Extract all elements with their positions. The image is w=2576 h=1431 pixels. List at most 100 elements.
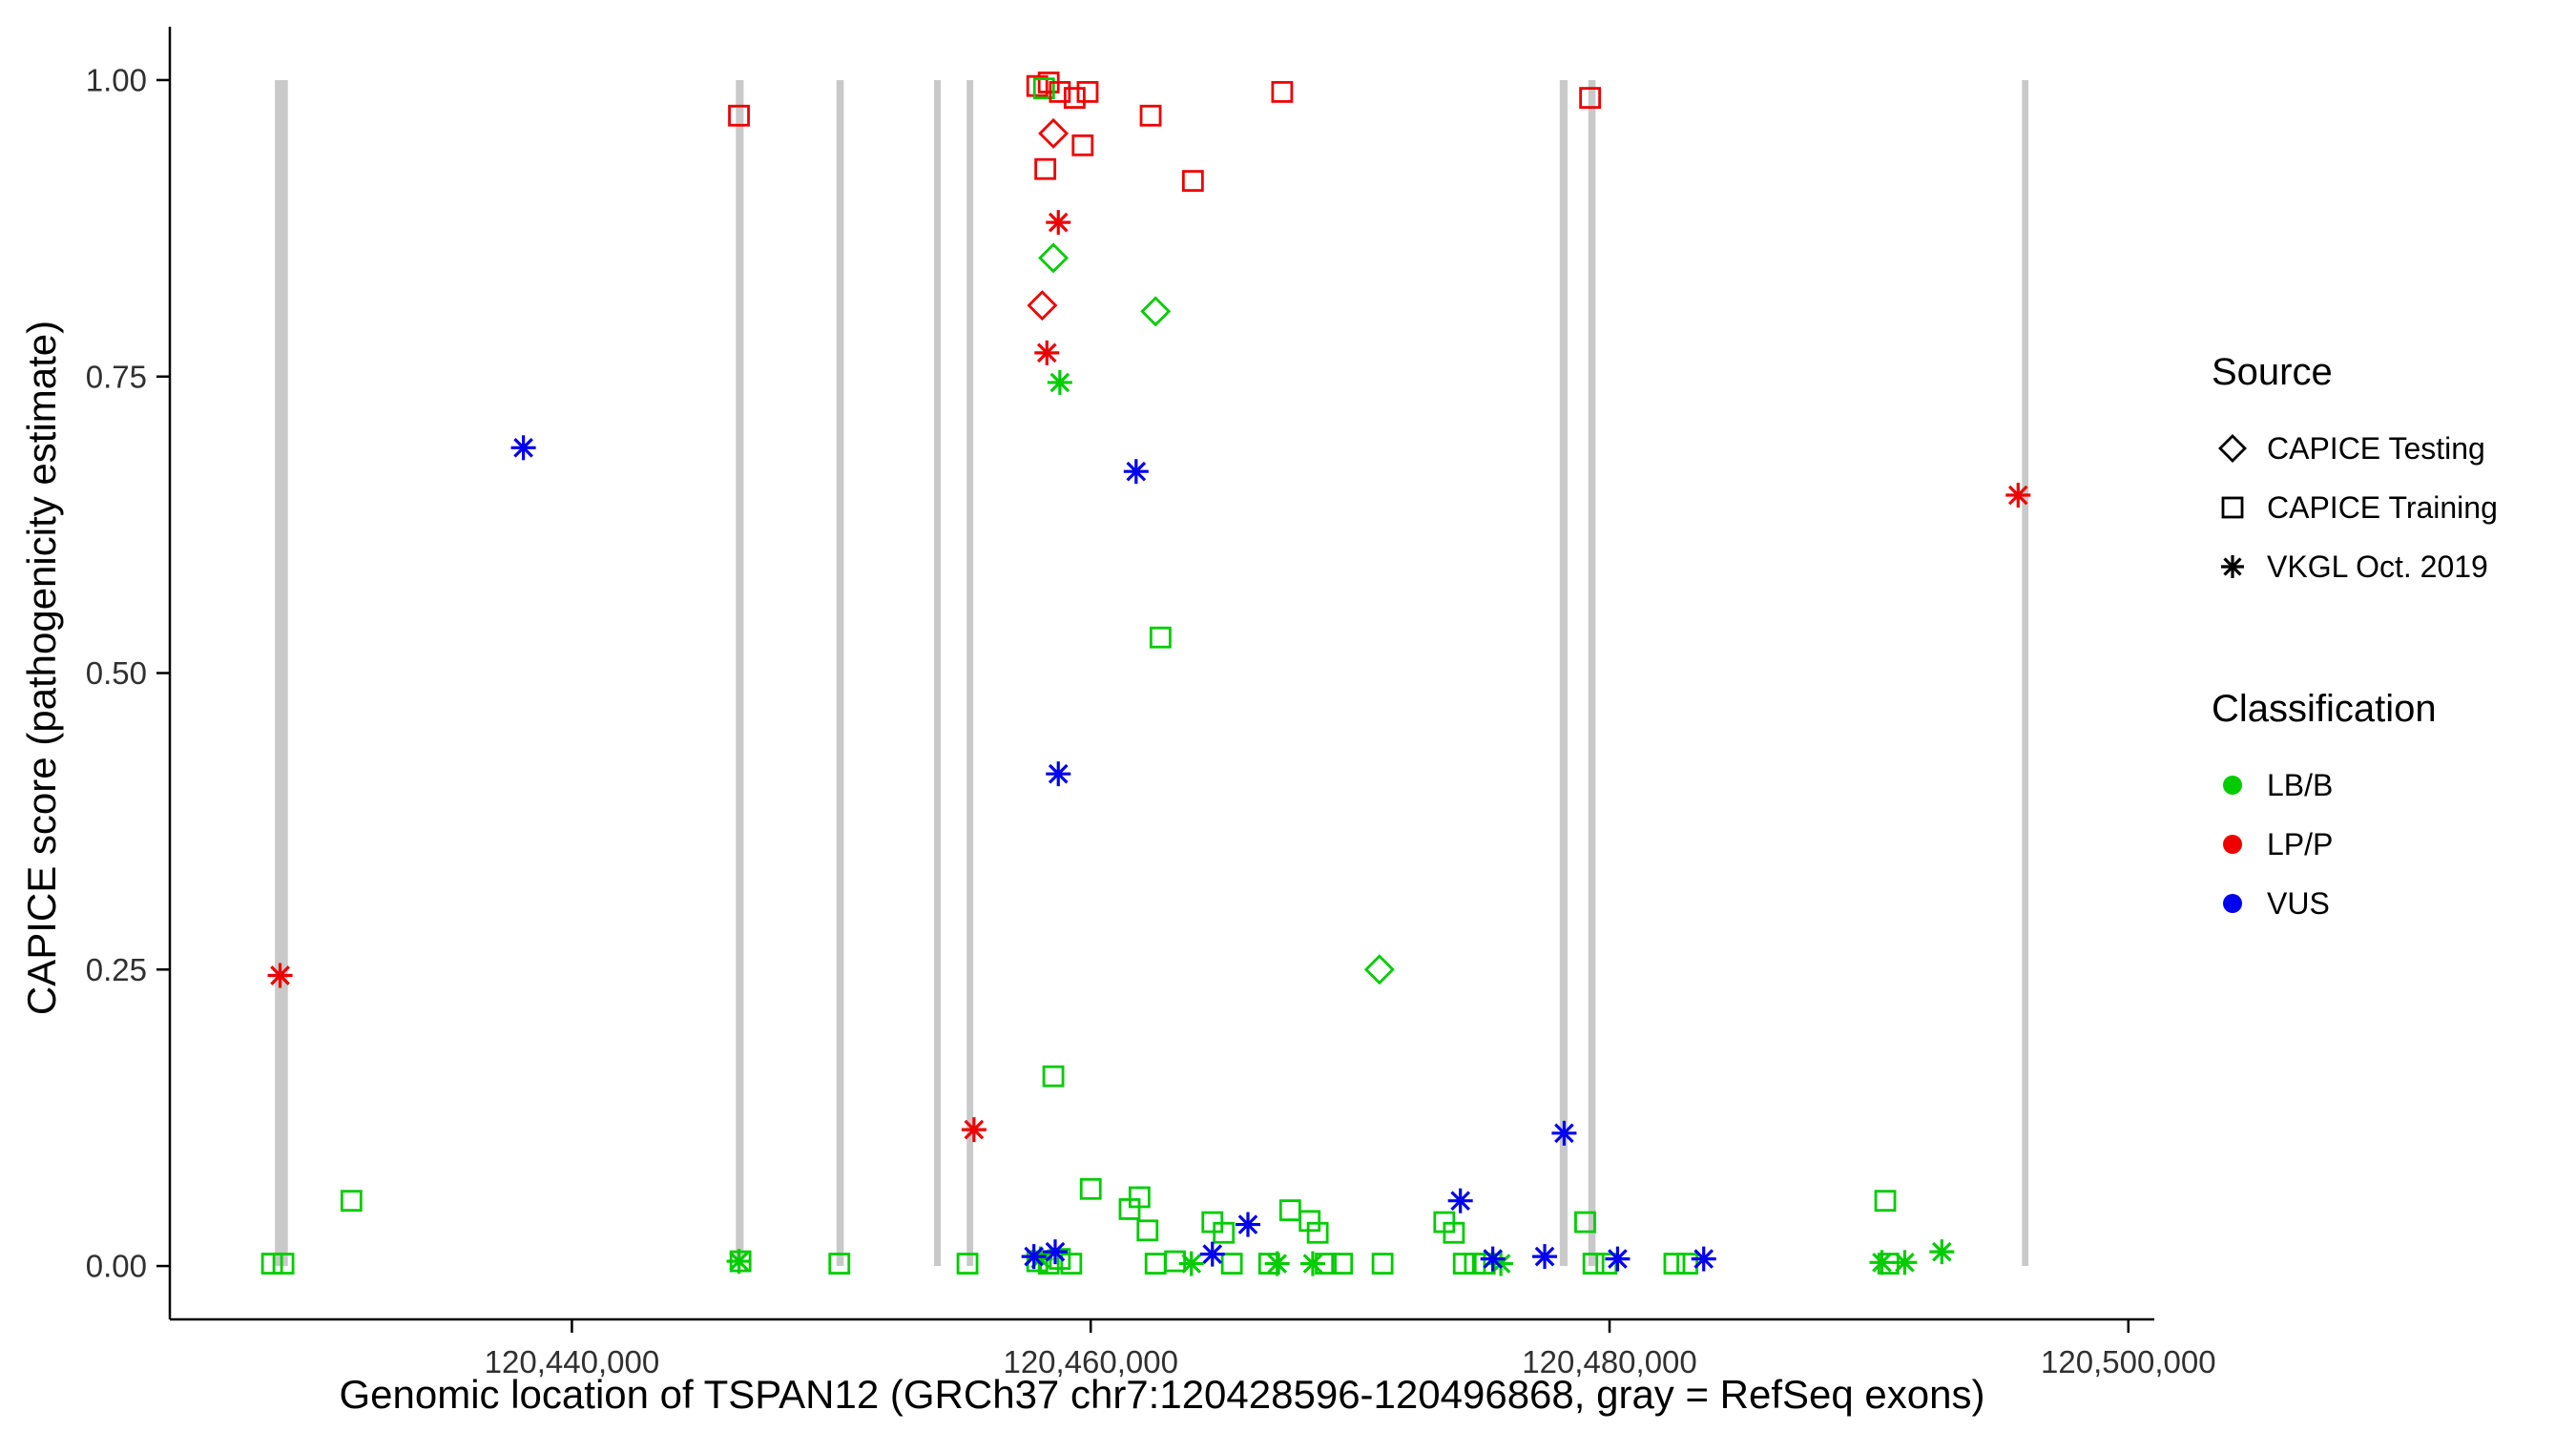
data-point <box>1315 1253 1337 1275</box>
legend-item-label: VUS <box>2267 885 2330 921</box>
data-point <box>1079 1177 1102 1200</box>
data-point <box>1298 1210 1321 1233</box>
y-tick-label: 1.00 <box>86 62 147 97</box>
data-point <box>267 963 293 988</box>
asterisk-icon <box>2221 555 2244 578</box>
legend: Source CAPICE Testing CAPICE Training VK… <box>2212 351 2566 933</box>
x-axis-title: Genomic location of TSPAN12 (GRCh37 chr7… <box>339 1372 1985 1417</box>
y-tick-label: 0.50 <box>86 655 147 691</box>
data-point <box>1136 1219 1159 1242</box>
exon-bar <box>2022 79 2029 1267</box>
data-point <box>1038 117 1070 149</box>
legend-group-source: Source CAPICE Testing CAPICE Training VK… <box>2212 351 2566 596</box>
data-point <box>1447 1188 1473 1213</box>
data-point <box>726 1249 752 1275</box>
data-point <box>1026 74 1049 97</box>
data-point <box>961 1117 987 1143</box>
data-point <box>272 1253 295 1275</box>
data-point <box>260 1253 283 1275</box>
data-point <box>1164 1250 1186 1273</box>
data-point <box>1042 1239 1068 1265</box>
legend-item-capice-testing: CAPICE Testing <box>2212 419 2566 478</box>
data-point <box>2005 483 2031 508</box>
legend-item-vkgl: VKGL Oct. 2019 <box>2212 537 2566 596</box>
data-point <box>1076 80 1099 103</box>
legend-item-lbb: LB/B <box>2212 756 2566 815</box>
x-tick-label: 120,460,000 <box>1003 1344 1178 1379</box>
exon-bar <box>966 79 974 1267</box>
data-point <box>1071 134 1094 156</box>
data-point <box>1213 1221 1236 1244</box>
legend-item-label: LP/P <box>2267 826 2334 861</box>
data-point <box>1892 1250 1918 1275</box>
data-point <box>340 1190 363 1213</box>
points-layer <box>260 72 2031 1276</box>
data-point <box>1144 1253 1167 1275</box>
legend-title-classification: Classification <box>2212 688 2437 730</box>
data-point <box>956 1253 979 1275</box>
data-point <box>1123 459 1149 485</box>
exon-bar <box>736 79 744 1267</box>
data-point <box>1038 242 1070 274</box>
data-point <box>1181 170 1204 193</box>
data-point <box>1371 1253 1394 1275</box>
data-point <box>1042 1065 1065 1088</box>
exon-bar <box>275 79 288 1267</box>
blue-dot-icon <box>2223 894 2242 913</box>
data-point <box>1139 104 1162 127</box>
y-tick-label: 0.75 <box>86 359 147 394</box>
exon-bar <box>836 79 844 1267</box>
legend-item-label: LB/B <box>2267 767 2334 802</box>
data-point <box>1047 369 1072 395</box>
x-tick-label: 120,480,000 <box>1522 1344 1697 1379</box>
exon-bar <box>1588 79 1596 1267</box>
data-point <box>1574 1211 1596 1234</box>
data-point <box>828 1253 851 1275</box>
data-point <box>1149 626 1172 649</box>
data-point <box>1271 80 1294 103</box>
red-dot-icon <box>2223 835 2242 854</box>
data-point <box>1063 87 1086 109</box>
data-point <box>1874 1190 1897 1213</box>
data-point <box>1929 1239 1955 1265</box>
data-point <box>1443 1221 1465 1244</box>
data-point <box>1663 1253 1686 1275</box>
data-point <box>1178 1251 1204 1276</box>
data-point <box>1363 954 1395 985</box>
data-point <box>1046 210 1071 236</box>
legend-item-label: CAPICE Training <box>2267 489 2498 525</box>
y-tick-label: 0.00 <box>86 1249 147 1284</box>
data-point <box>1128 1186 1151 1209</box>
data-point <box>1278 1199 1301 1222</box>
data-point <box>1306 1221 1329 1244</box>
data-point <box>1595 1253 1618 1275</box>
data-point <box>1605 1246 1631 1272</box>
data-point <box>1331 1253 1354 1275</box>
square-icon <box>2221 496 2244 519</box>
y-tick-label: 0.25 <box>86 952 147 987</box>
data-point <box>1220 1253 1243 1275</box>
diamond-icon <box>2218 434 2247 463</box>
data-point <box>1140 296 1172 327</box>
data-point <box>1235 1212 1260 1237</box>
data-point <box>1551 1120 1577 1146</box>
x-tick-label: 120,500,000 <box>2041 1344 2216 1379</box>
legend-group-classification: Classification LB/B LP/P VUS <box>2212 688 2566 933</box>
x-tick-label: 120,440,000 <box>485 1344 660 1379</box>
data-point <box>1532 1244 1558 1270</box>
legend-title-source: Source <box>2212 351 2333 393</box>
green-dot-icon <box>2223 776 2242 795</box>
exon-bar <box>1559 79 1568 1267</box>
data-point <box>510 435 536 461</box>
data-point <box>1691 1246 1716 1272</box>
data-point <box>1452 1253 1475 1275</box>
data-point <box>1046 761 1071 787</box>
data-point <box>1027 290 1058 321</box>
data-point <box>1034 157 1057 180</box>
data-point <box>1480 1246 1506 1272</box>
data-point <box>1049 80 1071 103</box>
data-point <box>1582 1253 1605 1275</box>
data-point <box>728 104 750 127</box>
